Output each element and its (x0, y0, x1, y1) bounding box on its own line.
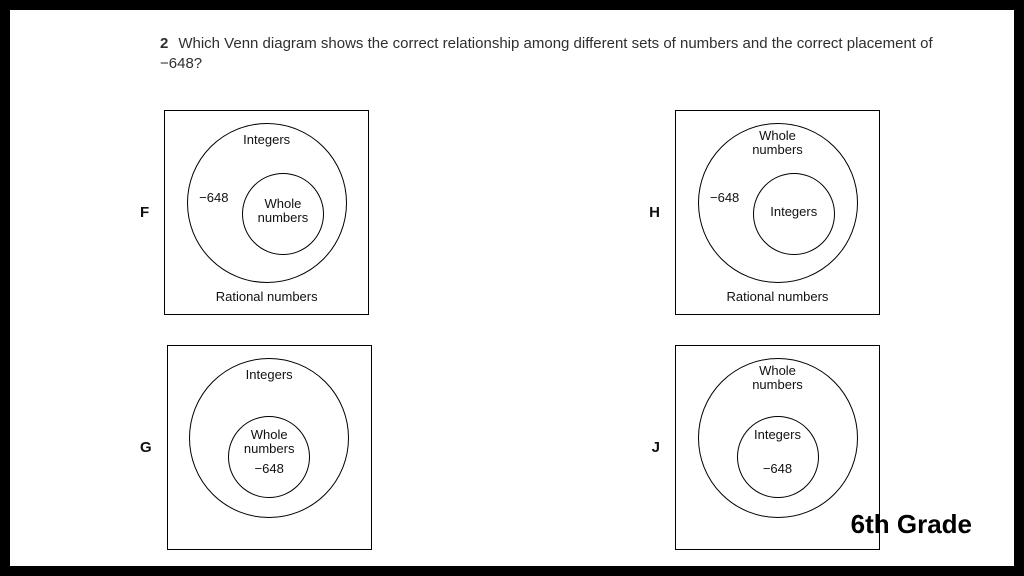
number-label: −648 (676, 462, 879, 476)
bottom-label: Rational numbers (165, 289, 368, 304)
question-body: Which Venn diagram shows the correct rel… (160, 35, 933, 72)
option-j: J Wholenumbers Integers −648 (652, 345, 880, 550)
inner-label: Wholenumbers (168, 428, 371, 457)
outer-label: Integers (165, 133, 368, 147)
page-content: 2Which Venn diagram shows the correct re… (20, 20, 1004, 556)
venn-box: Integers Wholenumbers −648 (167, 345, 372, 550)
grade-label: 6th Grade (851, 509, 972, 540)
option-letter: H (649, 204, 660, 221)
outer-label: Wholenumbers (676, 364, 879, 393)
question-text: 2Which Venn diagram shows the correct re… (160, 34, 944, 75)
page-frame: 2Which Venn diagram shows the correct re… (0, 0, 1024, 576)
option-letter: J (652, 439, 660, 456)
option-letter: F (140, 204, 149, 221)
outer-label: Wholenumbers (676, 129, 879, 158)
option-f: F Integers Wholenumbers −648 Rational nu… (140, 110, 369, 315)
question-number: 2 (160, 35, 168, 52)
bottom-label: Rational numbers (676, 289, 879, 304)
option-h: H Wholenumbers Integers −648 Rational nu… (649, 110, 880, 315)
venn-box: Wholenumbers Integers −648 (675, 345, 880, 550)
venn-box: Integers Wholenumbers −648 Rational numb… (164, 110, 369, 315)
number-label: −648 (199, 191, 228, 205)
venn-box: Wholenumbers Integers −648 Rational numb… (675, 110, 880, 315)
option-g: G Integers Wholenumbers −648 (140, 345, 372, 550)
inner-label: Integers (676, 428, 879, 442)
row-2: G Integers Wholenumbers −648 J Wholenu (140, 345, 880, 550)
inner-label: Wholenumbers (258, 197, 309, 226)
number-label: −648 (710, 191, 739, 205)
option-letter: G (140, 439, 152, 456)
number-label: −648 (168, 462, 371, 476)
row-1: F Integers Wholenumbers −648 Rational nu… (140, 110, 880, 315)
inner-label: Integers (770, 205, 817, 219)
diagram-grid: F Integers Wholenumbers −648 Rational nu… (140, 110, 880, 576)
outer-label: Integers (168, 368, 371, 382)
